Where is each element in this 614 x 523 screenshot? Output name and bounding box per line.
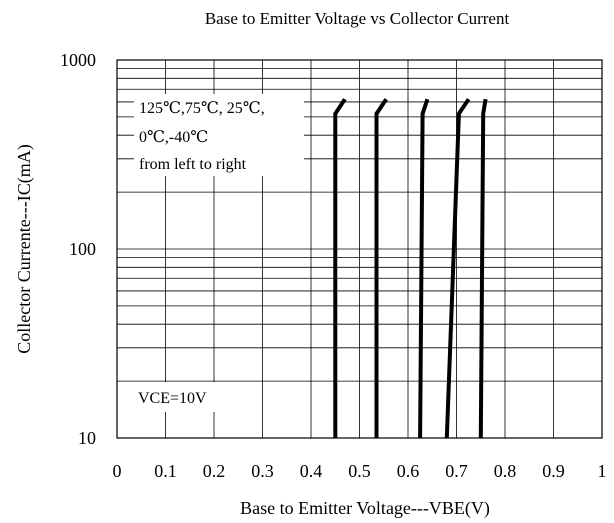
x-tick-label: 0 xyxy=(113,461,122,481)
annotation-temperatures: 125℃,75℃, 25℃, xyxy=(139,100,265,117)
chart-title: Base to Emitter Voltage vs Collector Cur… xyxy=(205,9,510,28)
x-tick-labels: 0 0.1 0.2 0.3 0.4 0.5 0.6 0.7 0.8 0.9 1 xyxy=(113,461,607,481)
grid xyxy=(117,60,602,438)
x-tick-label: 0.3 xyxy=(251,461,274,481)
x-tick-label: 1 xyxy=(598,461,607,481)
y-tick-label: 1000 xyxy=(60,50,96,70)
series-line-2 xyxy=(374,98,388,438)
x-tick-label: 0.4 xyxy=(300,461,323,481)
annotation-order: from left to right xyxy=(139,156,247,173)
condition-box xyxy=(132,382,230,412)
x-tick-label: 0.6 xyxy=(397,461,420,481)
x-tick-label: 0.2 xyxy=(203,461,226,481)
annotation-temperatures-2: 0℃,-40℃ xyxy=(139,129,208,146)
legend-box xyxy=(134,94,304,176)
x-tick-label: 0.8 xyxy=(494,461,517,481)
plot-frame xyxy=(116,59,603,439)
series-line-1 xyxy=(333,98,347,438)
series-line-4 xyxy=(444,98,471,439)
x-tick-label: 0.5 xyxy=(348,461,371,481)
series-group xyxy=(333,98,488,439)
x-tick-label: 0.9 xyxy=(542,461,565,481)
y-tick-label: 10 xyxy=(78,428,96,448)
x-axis-label: Base to Emitter Voltage---VBE(V) xyxy=(240,498,490,519)
y-tick-labels: 10 100 1000 xyxy=(60,50,96,448)
annotation-condition: VCE=10V xyxy=(138,390,207,407)
x-tick-label: 0.1 xyxy=(154,461,177,481)
y-axis-label: Collector Currente---IC(mA) xyxy=(14,144,35,353)
x-tick-label: 0.7 xyxy=(445,461,468,481)
series-line-5 xyxy=(478,98,488,439)
series-line-3 xyxy=(418,98,430,439)
y-tick-label: 100 xyxy=(69,239,96,259)
